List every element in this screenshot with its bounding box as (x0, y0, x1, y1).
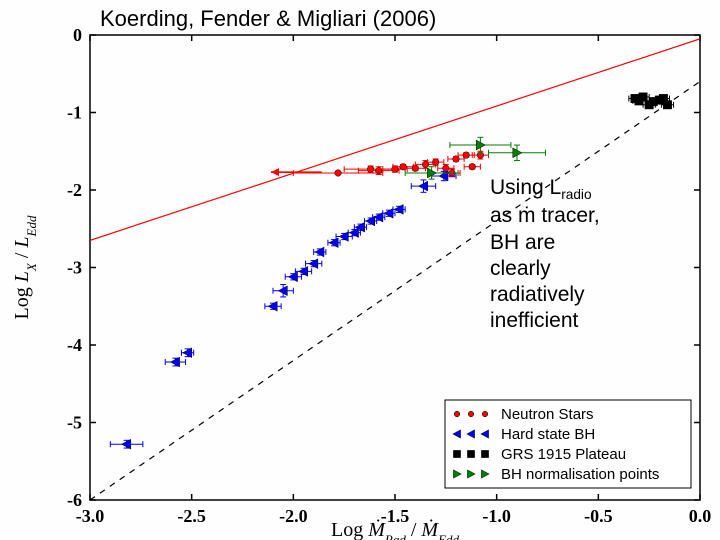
chart-title: Koerding, Fender & Migliari (2006) (100, 6, 436, 32)
svg-text:0: 0 (73, 25, 82, 45)
series-grs (629, 93, 674, 109)
svg-text:GRS 1915 Plateau: GRS 1915 Plateau (501, 446, 626, 463)
svg-text:0.0: 0.0 (689, 506, 712, 526)
svg-text:Log LX / LEdd: Log LX / LEdd (11, 215, 39, 319)
svg-text:-2: -2 (67, 180, 82, 200)
annotation-text: Using Lradio as ṁ tracer,BH areclearlyr… (490, 175, 600, 335)
series-norm (405, 137, 545, 179)
scatter-plot: -3.0-2.5-2.0-1.5-1.0-0.50.0-6-5-4-3-2-10… (0, 0, 720, 540)
svg-text:-2.5: -2.5 (177, 506, 206, 526)
svg-text:-4: -4 (67, 335, 82, 355)
svg-text:Neutron Stars: Neutron Stars (501, 406, 594, 423)
svg-text:-5: -5 (67, 413, 82, 433)
svg-text:-6: -6 (67, 490, 82, 510)
svg-text:-0.5: -0.5 (584, 506, 613, 526)
svg-text:-3: -3 (67, 258, 82, 278)
series-bh (110, 171, 456, 449)
svg-text:BH normalisation points: BH normalisation points (501, 466, 659, 483)
svg-text:-1: -1 (67, 103, 82, 123)
legend: Neutron Stars Hard state BH GRS 1915 Plate… (445, 400, 691, 488)
svg-text:-2.0: -2.0 (279, 506, 308, 526)
svg-text:-1.0: -1.0 (482, 506, 511, 526)
svg-text:Hard state BH: Hard state BH (501, 426, 595, 443)
